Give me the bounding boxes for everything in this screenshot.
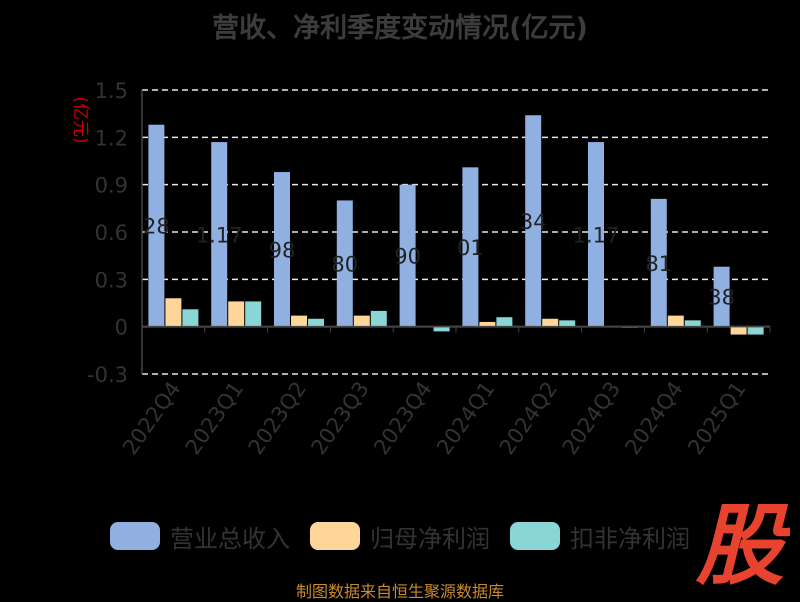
bar-2: [496, 317, 513, 327]
legend-label-revenue: 营业总收入: [170, 524, 290, 553]
x-tick-label: 2023Q4: [369, 377, 436, 459]
bar-0: [525, 115, 542, 327]
legend-label-deducted-profit: 扣非净利润: [570, 524, 690, 553]
bar-2: [559, 320, 576, 327]
x-tick-label: 2022Q4: [118, 377, 185, 459]
bar-1: [730, 326, 747, 335]
x-tick-label: 2023Q1: [181, 377, 248, 459]
data-label: 28: [143, 215, 170, 239]
bar-0: [399, 184, 416, 327]
y-tick-label: 0.6: [95, 221, 128, 245]
brand-logo: 股: [695, 498, 790, 588]
bar-2: [747, 326, 764, 335]
data-label: 81: [645, 252, 672, 276]
y-tick-label: 0.9: [95, 174, 128, 198]
bar-2: [245, 301, 262, 327]
legend-swatch-deducted-profit: [510, 522, 560, 550]
data-label: 1.17: [196, 223, 243, 247]
bar-0: [650, 198, 667, 327]
logo-glyph: 股: [695, 498, 790, 588]
data-label: 34: [520, 210, 547, 234]
data-label: 98: [269, 238, 296, 262]
bar-1: [353, 315, 370, 327]
bar-1: [228, 301, 245, 327]
legend-label-net-profit: 归母净利润: [370, 524, 490, 553]
bar-2: [182, 309, 199, 327]
bar-0: [148, 124, 165, 327]
bar-1: [291, 315, 307, 327]
bar-0: [713, 266, 730, 327]
bar-1: [165, 298, 182, 327]
data-label: 80: [331, 253, 358, 277]
x-tick-label: 2024Q3: [558, 377, 625, 459]
chart-title: 营收、净利季度变动情况(亿元): [212, 13, 588, 44]
bar-2: [370, 310, 387, 327]
bar-0: [211, 142, 228, 327]
x-tick-label: 2023Q2: [244, 377, 311, 459]
legend-swatch-revenue: [110, 522, 160, 550]
x-tick-label: 2024Q1: [432, 377, 499, 459]
data-label: 1.17: [573, 223, 620, 247]
bar-0: [588, 142, 604, 327]
data-label: 90: [394, 245, 421, 269]
y-tick-label: 0: [115, 316, 128, 340]
x-tick-label: 2025Q1: [683, 377, 750, 459]
y-tick-label: 1.2: [95, 126, 128, 150]
bar-1: [667, 315, 684, 327]
y-axis-unit: (亿元): [70, 96, 90, 143]
bar-1: [542, 318, 559, 327]
data-label: 01: [457, 236, 484, 260]
bar-2: [684, 320, 701, 327]
legend-item-deducted-profit[interactable]: 扣非净利润: [510, 518, 690, 554]
bar-0: [462, 167, 479, 327]
legend-swatch-net-profit: [310, 522, 360, 550]
y-tick-label: 1.5: [95, 79, 128, 103]
x-tick-label: 2024Q4: [620, 377, 687, 459]
bar-1: [479, 321, 496, 327]
legend: 营业总收入 归母净利润 扣非净利润: [110, 518, 730, 554]
data-label: 38: [708, 286, 735, 310]
x-tick-label: 2024Q2: [495, 377, 562, 459]
bar-0: [336, 200, 353, 327]
bar-2: [433, 326, 450, 332]
x-tick-label: 2023Q3: [306, 377, 373, 459]
legend-item-revenue[interactable]: 营业总收入: [110, 518, 290, 554]
bar-2: [308, 318, 324, 327]
y-tick-label: -0.3: [87, 363, 128, 387]
bar-0: [274, 172, 290, 327]
data-source-note: 制图数据来自恒生聚源数据库: [295, 582, 504, 601]
y-axis-label: (亿元): [70, 96, 90, 143]
legend-item-net-profit[interactable]: 归母净利润: [310, 518, 490, 554]
y-tick-label: 0.3: [95, 268, 128, 292]
